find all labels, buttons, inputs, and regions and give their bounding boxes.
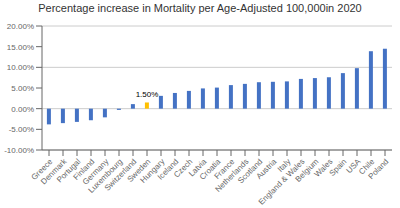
svg-text:1.50%: 1.50% [136,90,159,99]
svg-text:Portugal: Portugal [55,157,83,185]
html-text:Percentage increase in Mortali: Percentage increase in Mortality per Age… [38,2,362,14]
svg-text:Netherlands: Netherlands [213,157,251,194]
svg-text:-5.00%: -5.00% [9,125,34,134]
svg-text:Germany: Germany [80,157,111,187]
svg-text:Spain: Spain [327,157,349,178]
svg-text:Greece: Greece [29,157,55,182]
svg-text:10.00%: 10.00% [8,63,34,72]
svg-text:-10.00%: -10.00% [8,146,34,155]
svg-text:Switzerland: Switzerland [102,157,139,193]
svg-text:England & Wales: England & Wales [256,157,307,207]
svg-text:5.00%: 5.00% [11,84,34,93]
svg-text:Austria: Austria [254,157,278,181]
svg-text:Sweden: Sweden [125,157,153,184]
svg-text:USA: USA [344,157,363,176]
svg-text:Czech: Czech [172,157,195,180]
svg-text:Hungary: Hungary [138,157,167,185]
svg-text:Croatia: Croatia [197,157,223,182]
svg-text:Denmark: Denmark [39,157,69,187]
svg-text:Chile: Chile [357,157,377,177]
svg-text:15.00%: 15.00% [8,43,34,52]
svg-text:20.00%: 20.00% [8,22,34,31]
svg-text:Scotland: Scotland [236,157,265,186]
svg-text:Wales: Wales [312,157,335,179]
svg-text:Belgium: Belgium [293,157,321,184]
svg-text:Finland: Finland [71,157,97,182]
svg-text:Luxembourg: Luxembourg [86,157,125,195]
svg-text:Iceland: Iceland [155,157,181,182]
svg-text:0.00%: 0.00% [11,105,34,114]
svg-text:Latvia: Latvia [187,157,209,179]
svg-text:Italy: Italy [275,157,293,174]
svg-text:France: France [212,157,237,181]
svg-text:Poland: Poland [366,157,390,181]
